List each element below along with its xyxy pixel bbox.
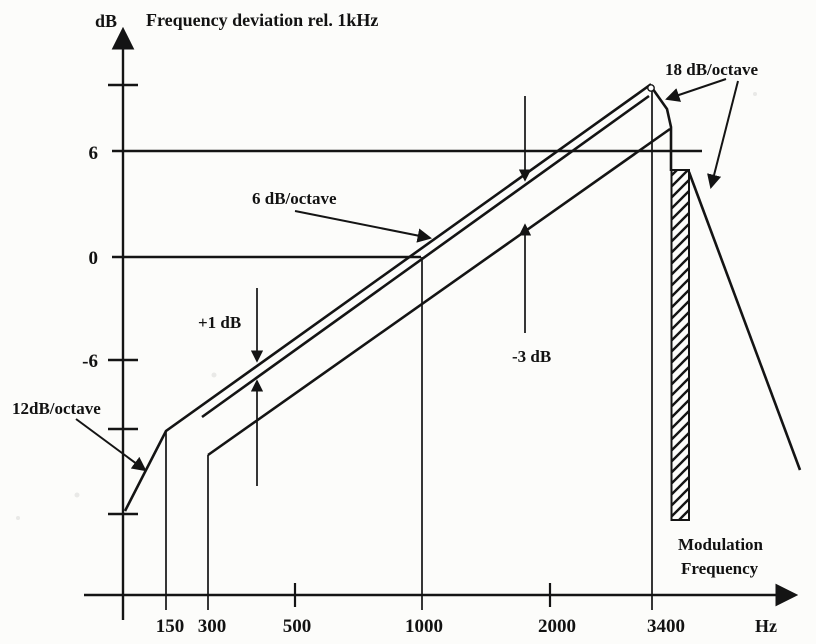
photocopy-speck — [211, 372, 217, 378]
y-tick-label-0: 0 — [89, 248, 99, 269]
annotation-minus-3db: -3 dB — [512, 347, 551, 366]
photocopy-speck — [753, 92, 757, 96]
series-nominal — [201, 94, 650, 419]
x-tick-label-500: 500 — [283, 616, 312, 637]
x-tick-label-150: 150 — [156, 616, 185, 637]
arrow-6db-octave — [294, 210, 432, 243]
series-upper-tolerance — [123, 83, 673, 512]
y-tick-label-minus6: -6 — [82, 351, 98, 372]
plot-linework — [16, 26, 802, 620]
modulation-frequency-hatch-bar — [670, 169, 690, 521]
annotation-modulation: Modulation — [678, 535, 764, 554]
arrow-18db-octave-left — [665, 78, 727, 102]
annotation-12db-octave: 12dB/octave — [12, 399, 101, 418]
x-tick-label-3400: 3400 — [647, 616, 685, 637]
chart-title: Frequency deviation rel. 1kHz — [146, 10, 378, 30]
series-rolloff-18db — [687, 171, 802, 471]
annotation-plus-1db: +1 dB — [198, 313, 241, 332]
x-axis-unit-label: Hz — [755, 616, 777, 636]
arrow-18db-octave-right — [707, 80, 739, 189]
arrow-12db-octave — [75, 418, 147, 472]
photocopy-speck — [16, 516, 20, 520]
x-tick-label-300: 300 — [198, 616, 227, 637]
apex-junction-dot — [647, 84, 655, 92]
annotation-6db-octave: 6 dB/octave — [252, 189, 337, 208]
annotation-18db-octave: 18 dB/octave — [665, 60, 758, 79]
series-lower-tolerance — [207, 127, 671, 457]
y-tick-label-6: 6 — [89, 143, 99, 164]
x-tick-label-2000: 2000 — [538, 616, 576, 637]
y-axis-unit-label: dB — [95, 11, 117, 31]
x-tick-label-1000: 1000 — [405, 616, 443, 637]
photocopy-speck — [74, 492, 80, 498]
annotation-frequency: Frequency — [681, 559, 759, 578]
